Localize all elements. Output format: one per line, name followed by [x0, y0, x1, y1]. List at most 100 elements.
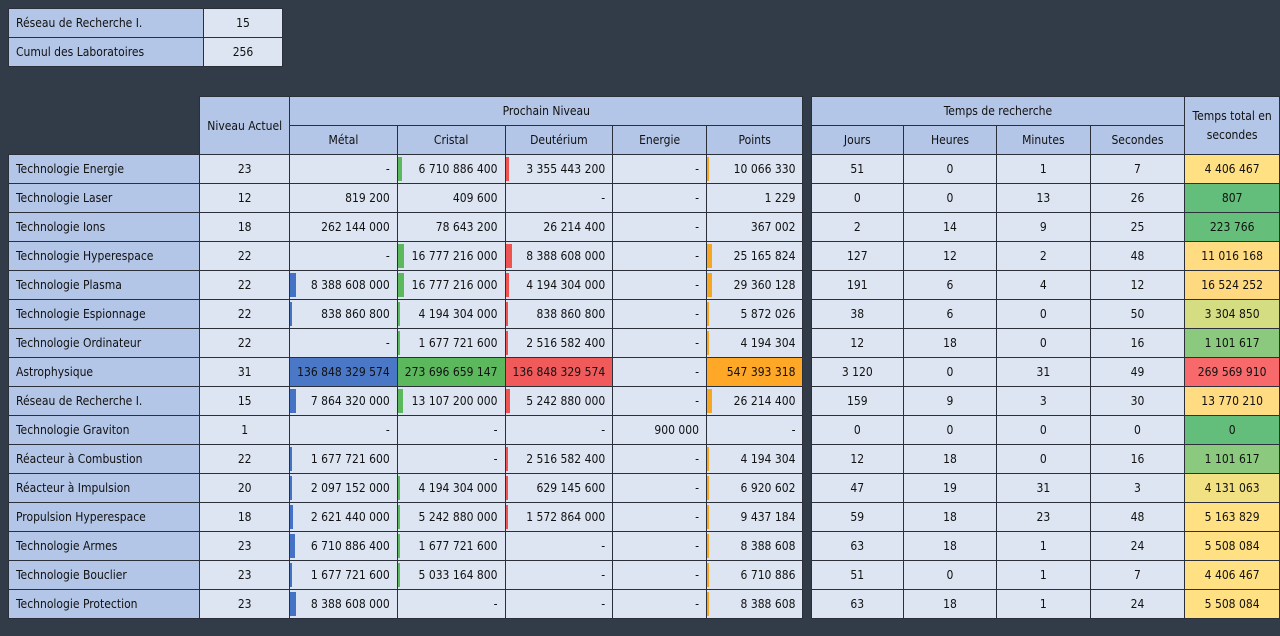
row-metal-text: 1 677 721 600 [310, 452, 390, 466]
header-temps: Temps de recherche [810, 96, 1186, 126]
data-bar [707, 331, 710, 355]
summary-label: Cumul des Laboratoires [8, 37, 204, 67]
row-jours: 191 [810, 270, 904, 300]
row-total: 4 131 063 [1184, 473, 1280, 503]
row-metal: 262 144 000 [289, 212, 398, 242]
row-minutes: 4 [996, 270, 1091, 300]
row-metal: 2 621 440 000 [289, 502, 398, 532]
data-bar [398, 505, 400, 529]
header-jours: Jours [810, 125, 904, 155]
table-row: Réseau de Recherche I. 15 7 864 320 000 13 … [7, 386, 1280, 416]
row-deut: 1 572 864 000 [504, 502, 614, 532]
row-points-text: 547 393 318 [726, 365, 796, 379]
data-bar [707, 563, 710, 587]
data-bar [505, 505, 508, 529]
row-jours: 59 [810, 502, 904, 532]
row-heures: 0 [902, 560, 998, 590]
data-bar [707, 476, 710, 500]
row-minutes: 3 [996, 386, 1091, 416]
row-energie-text: - [695, 249, 700, 263]
row-deut: 8 388 608 000 [504, 241, 614, 271]
row-secondes: 24 [1089, 589, 1186, 619]
row-level-text: 23 [237, 539, 252, 553]
summary-label: Réseau de Recherche I. [8, 8, 204, 38]
row-cristal-text: 4 194 304 000 [418, 481, 498, 495]
row-energie: - [612, 560, 708, 590]
row-level-text: 22 [237, 278, 252, 292]
row-level-text: 31 [237, 365, 252, 379]
row-total-text: 3 304 850 [1204, 307, 1260, 321]
row-cristal-text: 16 777 216 000 [411, 278, 498, 292]
row-name-text: Technologie Ions [16, 220, 106, 234]
row-level-text: 22 [237, 249, 252, 263]
row-metal: - [289, 328, 398, 358]
data-bar [398, 331, 400, 355]
row-energie: - [612, 502, 708, 532]
row-level: 23 [199, 154, 291, 184]
row-total: 3 304 850 [1184, 299, 1280, 329]
data-bar [505, 476, 508, 500]
row-level: 15 [199, 386, 291, 416]
row-secondes-text: 24 [1130, 539, 1145, 553]
row-deut-text: 629 145 600 [536, 481, 606, 495]
row-cristal-text: 78 643 200 [435, 220, 498, 234]
row-secondes: 48 [1089, 241, 1186, 271]
row-minutes: 13 [996, 183, 1091, 213]
row-jours: 51 [810, 154, 904, 184]
data-bar [290, 389, 297, 413]
row-cristal: 13 107 200 000 [396, 386, 506, 416]
row-level: 1 [199, 415, 291, 445]
row-secondes: 0 [1089, 415, 1186, 445]
data-bar [398, 302, 400, 326]
row-metal: 838 860 800 [289, 299, 398, 329]
row-secondes: 7 [1089, 154, 1186, 184]
row-metal: 7 864 320 000 [289, 386, 398, 416]
row-energie-text: - [695, 162, 700, 176]
row-minutes: 23 [996, 502, 1091, 532]
row-energie-text: - [695, 597, 700, 611]
row-secondes-text: 7 [1134, 568, 1141, 582]
row-total: 4 406 467 [1184, 560, 1280, 590]
row-points-text: 26 214 400 [733, 394, 796, 408]
row-total-text: 5 163 829 [1204, 510, 1260, 524]
row-energie: - [612, 386, 708, 416]
row-metal-text: - [385, 423, 390, 437]
row-level-text: 23 [237, 162, 252, 176]
row-secondes-text: 3 [1134, 481, 1141, 495]
row-metal: 2 097 152 000 [289, 473, 398, 503]
row-heures: 0 [902, 415, 998, 445]
row-points: 26 214 400 [706, 386, 804, 416]
data-bar [398, 389, 403, 413]
row-level-text: 23 [237, 568, 252, 582]
row-points-text: 367 002 [750, 220, 796, 234]
table-row: Technologie Energie 23 - 6 710 886 400 3 355… [7, 154, 1280, 184]
row-heures-text: 6 [946, 307, 954, 321]
data-bar [505, 331, 508, 355]
row-total: 807 [1184, 183, 1280, 213]
row-total-text: 5 508 084 [1204, 539, 1260, 553]
row-secondes: 16 [1089, 444, 1186, 474]
row-jours-text: 2 [853, 220, 861, 234]
row-energie-text: 900 000 [654, 423, 700, 437]
row-energie-text: - [695, 278, 700, 292]
row-jours: 2 [810, 212, 904, 242]
row-heures-text: 0 [946, 162, 954, 176]
row-jours-text: 51 [850, 162, 865, 176]
row-secondes-text: 12 [1130, 278, 1145, 292]
row-points: 8 388 608 [706, 531, 804, 561]
row-metal-text: 2 621 440 000 [310, 510, 390, 524]
row-name: Réacteur à Impulsion [7, 473, 201, 503]
row-deut: - [504, 531, 614, 561]
row-minutes-text: 2 [1039, 249, 1047, 263]
row-heures-text: 14 [943, 220, 957, 234]
row-energie: - [612, 270, 708, 300]
row-secondes: 49 [1089, 357, 1186, 387]
row-minutes-text: 1 [1039, 597, 1047, 611]
header-deut: Deutérium [504, 125, 614, 155]
row-heures-text: 18 [943, 597, 957, 611]
row-cristal: 16 777 216 000 [396, 270, 506, 300]
row-total: 1 101 617 [1184, 444, 1280, 474]
row-metal-text: 819 200 [345, 191, 390, 205]
row-cristal-text: - [493, 597, 498, 611]
row-cristal: 1 677 721 600 [396, 328, 506, 358]
